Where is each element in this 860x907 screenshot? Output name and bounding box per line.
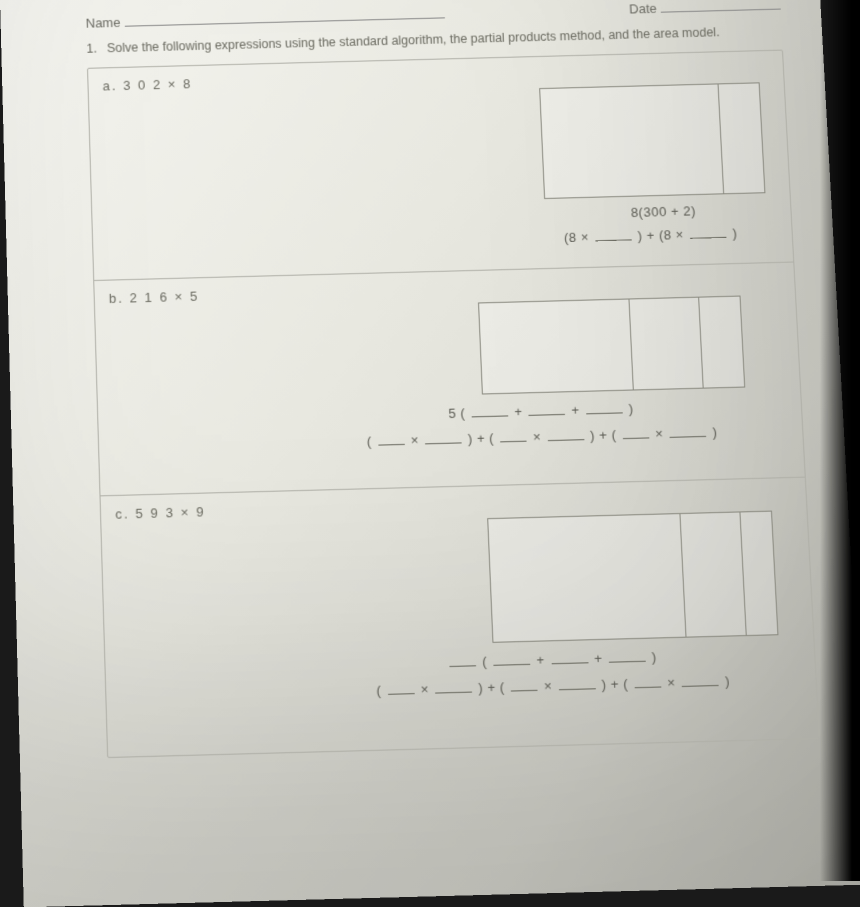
eq-text: 8(300 + 2) bbox=[630, 203, 696, 220]
blank[interactable] bbox=[449, 654, 476, 667]
name-label: Name bbox=[85, 15, 120, 31]
eq-text: ) + ( bbox=[601, 676, 628, 692]
problems-container: a. 3 0 2 × 8 8(300 + 2) (8 × ) + (8 × ) bbox=[87, 49, 820, 757]
eq-b-2: ( × ) + ( × ) + ( × ) bbox=[367, 424, 718, 449]
eq-a-2: (8 × ) + (8 × ) bbox=[564, 225, 738, 245]
blank[interactable] bbox=[669, 425, 706, 438]
blank[interactable] bbox=[608, 649, 645, 662]
problem-b-work: 5 ( + + ) ( × ) + ( × ) + bbox=[109, 294, 788, 455]
problem-c: c. 5 9 3 × 9 ( + + ) bbox=[101, 478, 819, 757]
name-field: Name bbox=[85, 6, 444, 30]
name-underline[interactable] bbox=[125, 17, 445, 26]
date-label: Date bbox=[629, 1, 657, 17]
eq-text: ) bbox=[725, 673, 731, 689]
blank[interactable] bbox=[595, 228, 632, 241]
area-seg bbox=[479, 299, 634, 393]
area-model-c bbox=[487, 510, 778, 642]
eq-c-1: ( + + ) bbox=[447, 649, 657, 670]
eq-text: (8 × bbox=[564, 229, 590, 245]
problem-c-work: ( + + ) ( × ) + ( × ) + ( bbox=[116, 510, 802, 705]
eq-text: ) bbox=[628, 401, 634, 417]
eq-text: ) + (8 × bbox=[637, 227, 684, 243]
eq-text: ) bbox=[651, 649, 657, 665]
date-field: Date bbox=[629, 0, 781, 17]
blank[interactable] bbox=[558, 677, 595, 690]
area-model-a bbox=[539, 82, 765, 199]
eq-c-2: ( × ) + ( × ) + ( × ) bbox=[376, 673, 730, 698]
eq-b-1: 5 ( + + ) bbox=[448, 401, 634, 421]
eq-text: ( bbox=[482, 653, 488, 669]
area-seg bbox=[540, 84, 724, 198]
blank[interactable] bbox=[622, 426, 649, 439]
blank[interactable] bbox=[471, 404, 508, 417]
blank[interactable] bbox=[387, 682, 414, 695]
eq-text: 5 ( bbox=[448, 405, 466, 421]
worksheet-page: Name Date 1. Solve the following express… bbox=[0, 0, 860, 907]
eq-text: ( bbox=[376, 682, 382, 698]
area-seg bbox=[629, 298, 704, 390]
blank[interactable] bbox=[493, 653, 530, 666]
eq-a-1: 8(300 + 2) bbox=[630, 203, 696, 220]
area-seg bbox=[719, 83, 764, 193]
eq-text: + bbox=[514, 404, 523, 420]
problem-a-work: 8(300 + 2) (8 × ) + (8 × ) bbox=[103, 82, 778, 257]
eq-text: × bbox=[655, 426, 664, 442]
eq-text: + bbox=[536, 652, 545, 668]
eq-text: ) + ( bbox=[590, 427, 617, 443]
area-seg bbox=[680, 512, 747, 636]
blank[interactable] bbox=[690, 226, 727, 239]
blank[interactable] bbox=[547, 428, 584, 441]
blank[interactable] bbox=[378, 433, 405, 446]
problem-b: b. 2 1 6 × 5 5 ( + + ) ( bbox=[94, 262, 805, 496]
blank[interactable] bbox=[551, 651, 588, 664]
eq-text: + bbox=[594, 650, 603, 666]
eq-text: × bbox=[420, 681, 429, 697]
area-seg bbox=[699, 296, 744, 387]
blank[interactable] bbox=[528, 403, 565, 416]
blank[interactable] bbox=[681, 674, 718, 687]
eq-text: ( bbox=[367, 433, 373, 449]
blank[interactable] bbox=[425, 431, 462, 444]
area-seg bbox=[741, 512, 778, 635]
eq-text: + bbox=[571, 402, 580, 418]
question-number: 1. bbox=[86, 40, 97, 57]
area-model-b bbox=[478, 295, 745, 394]
problem-a: a. 3 0 2 × 8 8(300 + 2) (8 × ) + (8 × ) bbox=[88, 50, 793, 280]
eq-text: ) bbox=[732, 225, 738, 240]
eq-text: ) + ( bbox=[478, 679, 505, 695]
eq-text: × bbox=[533, 429, 542, 445]
blank[interactable] bbox=[435, 680, 472, 693]
eq-text: × bbox=[667, 674, 676, 690]
eq-text: × bbox=[410, 432, 419, 448]
eq-text: × bbox=[544, 678, 553, 694]
date-underline[interactable] bbox=[661, 9, 781, 13]
area-seg bbox=[488, 514, 686, 642]
eq-text: ) + ( bbox=[467, 430, 494, 446]
blank[interactable] bbox=[500, 430, 527, 443]
eq-text: ) bbox=[712, 424, 718, 440]
blank[interactable] bbox=[585, 401, 622, 414]
blank[interactable] bbox=[511, 678, 538, 691]
blank[interactable] bbox=[634, 675, 661, 688]
question-text: Solve the following expressions using th… bbox=[107, 24, 720, 57]
